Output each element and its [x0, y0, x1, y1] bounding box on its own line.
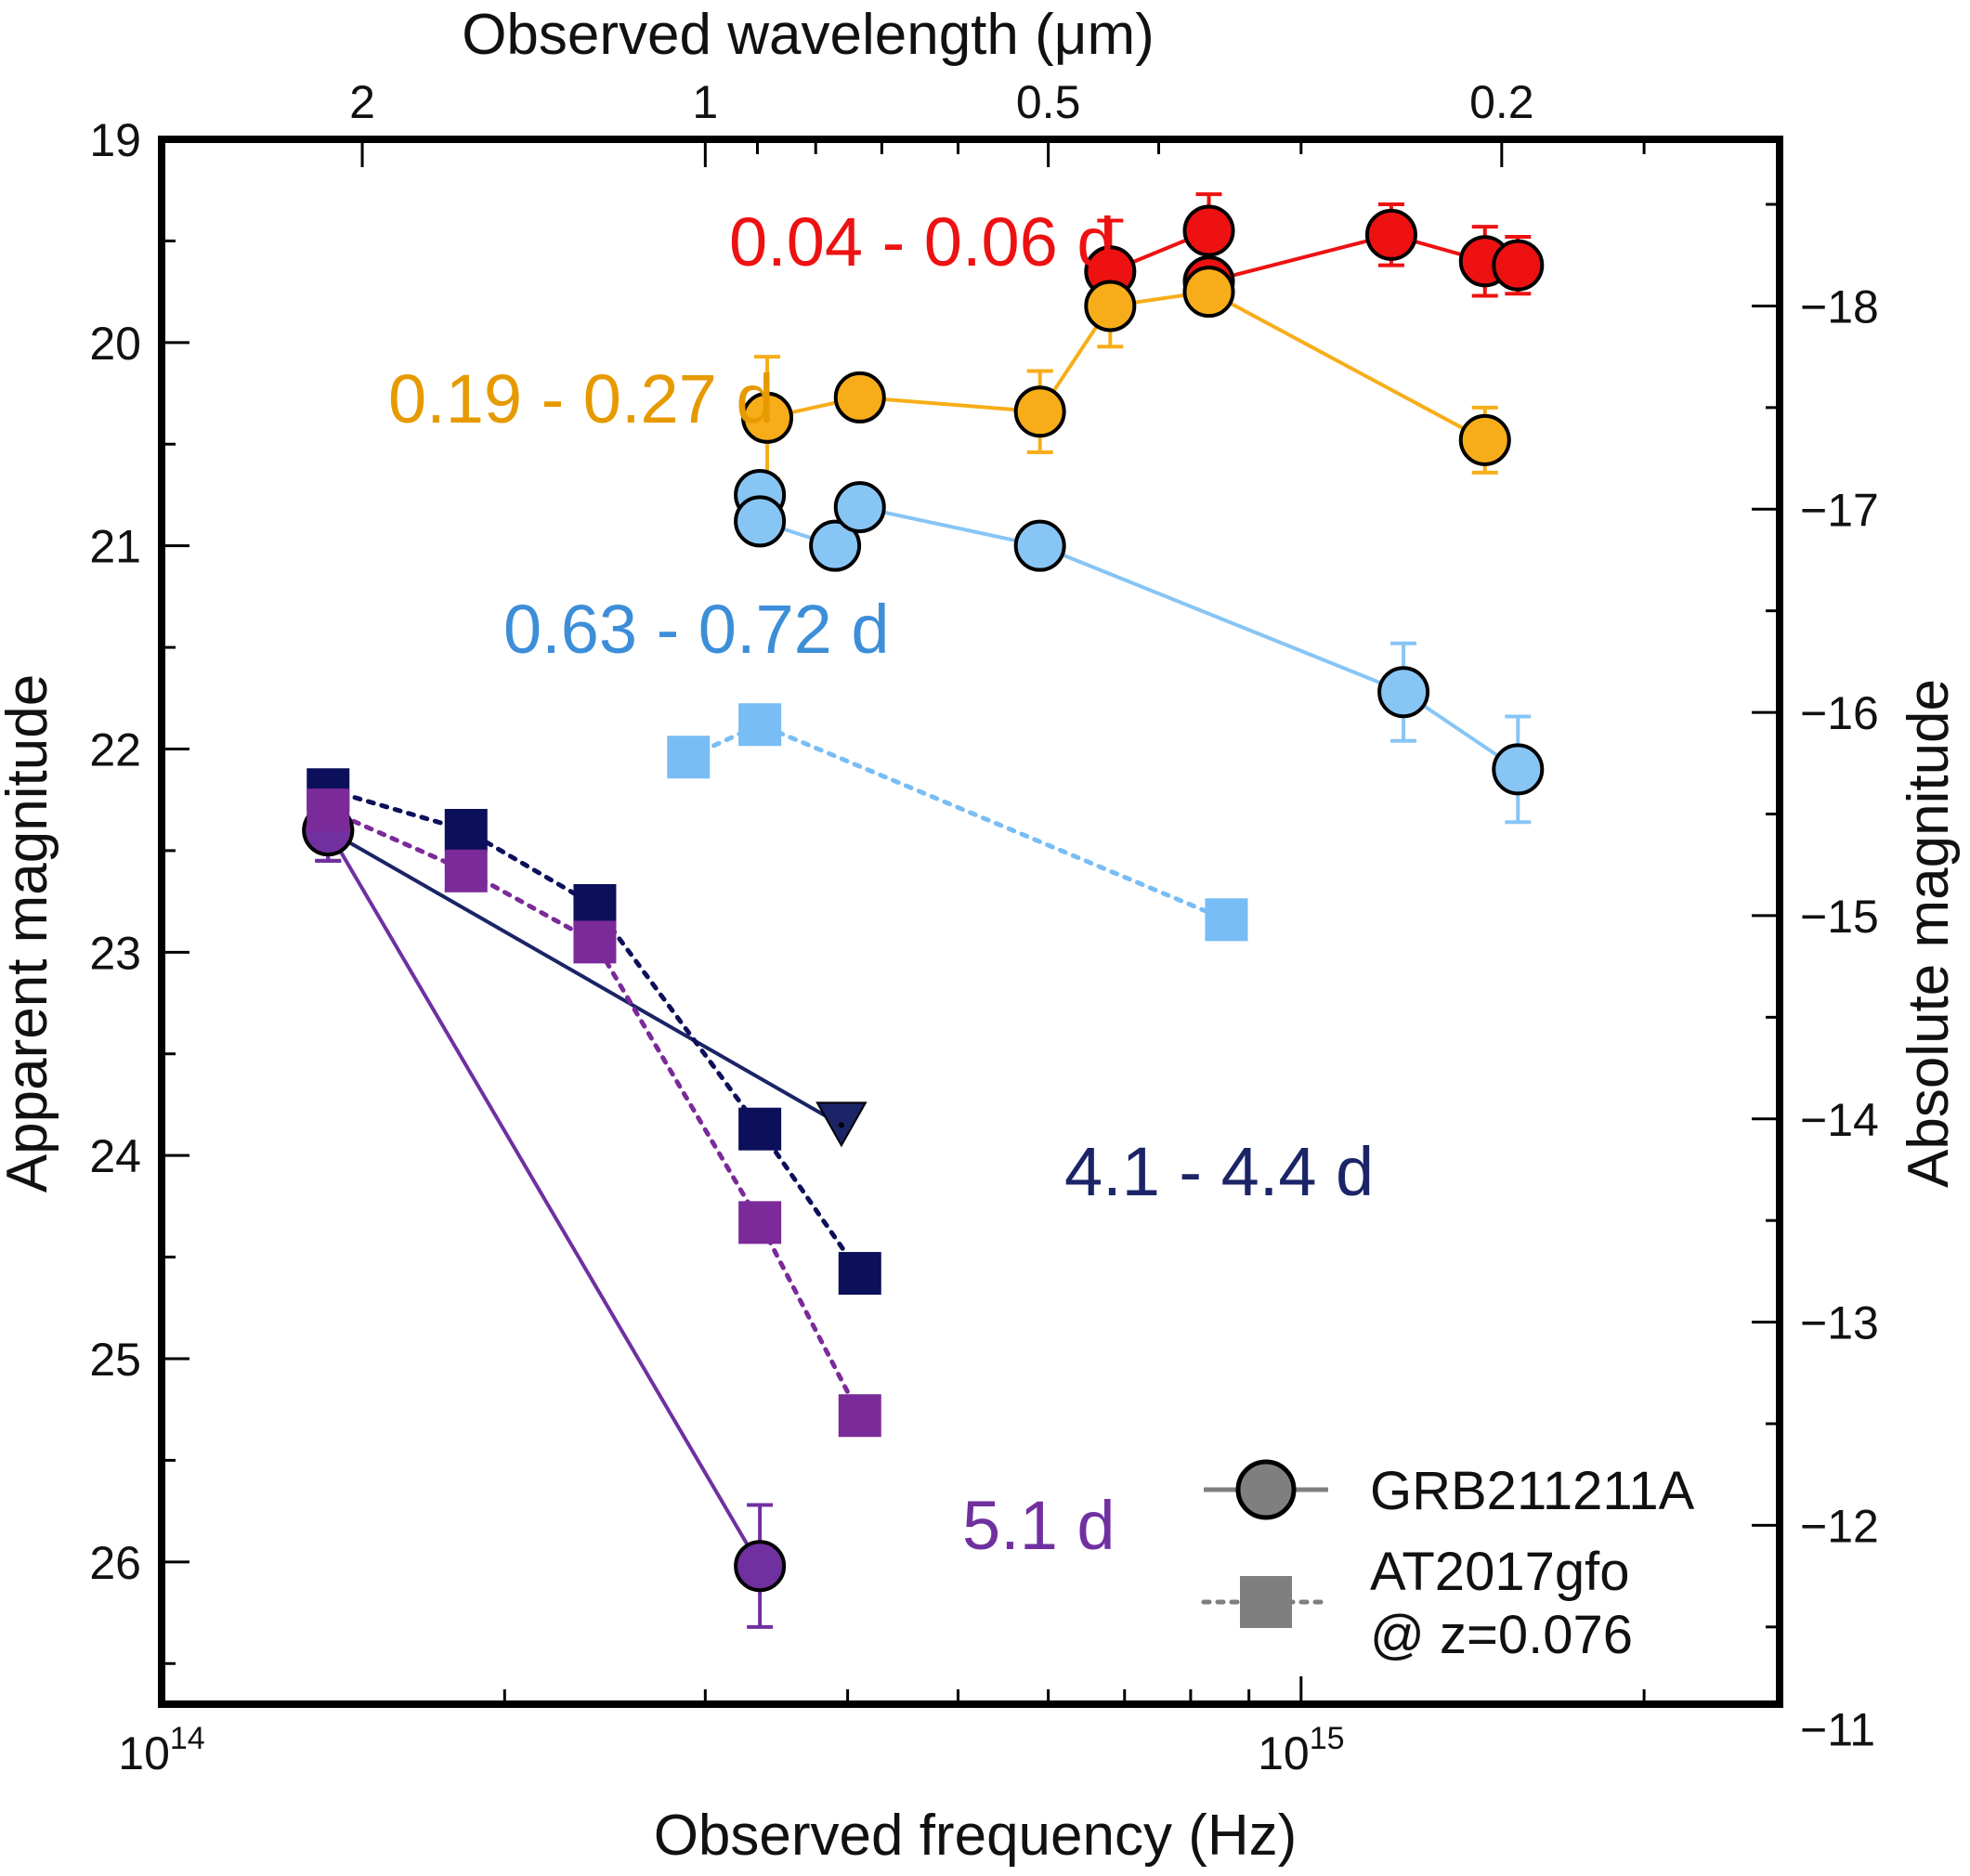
legend: GRB211211A AT2017gfo@ z=0.076	[1201, 1459, 1695, 1665]
circle-marker	[833, 371, 886, 423]
square-marker	[573, 920, 617, 964]
series-annotation: 0.19 - 0.27 d	[388, 360, 775, 437]
circle-marker	[1364, 208, 1417, 261]
top-tick-label: 2	[349, 76, 375, 128]
series-line	[325, 787, 863, 1276]
top-tick-label: 0.5	[1016, 76, 1081, 128]
y-tick-label: 24	[89, 1130, 141, 1182]
y2-tick-label: −18	[1800, 280, 1879, 332]
circle-marker	[1492, 239, 1545, 292]
y-tick-label: 20	[89, 318, 141, 370]
data-markers	[302, 204, 1545, 1593]
square-marker	[307, 788, 350, 832]
series-line	[326, 828, 843, 1127]
circle-marker	[1182, 204, 1235, 257]
y-tick-label: 23	[89, 927, 141, 979]
series-annotation: 5.1 d	[962, 1487, 1115, 1564]
square-marker	[738, 1107, 782, 1151]
y-tick-label: 21	[89, 521, 141, 573]
square-marker	[838, 1394, 881, 1438]
y-axis-title: Apparent magnitude	[0, 674, 59, 1192]
circle-marker	[1492, 743, 1545, 796]
circle-marker	[734, 495, 787, 548]
x-tick-label: 1015	[1258, 1721, 1344, 1779]
top-tick-label: 0.2	[1469, 76, 1534, 128]
square-marker	[738, 703, 782, 747]
circle-marker	[809, 519, 862, 572]
series-annotation: 4.1 - 4.4 d	[1064, 1133, 1374, 1210]
legend-label: AT2017gfo	[1370, 1542, 1629, 1602]
y2-tick-label: −15	[1800, 891, 1879, 943]
series-annotation: 0.04 - 0.06 d	[729, 203, 1115, 280]
series-annotation: 0.63 - 0.72 d	[503, 591, 890, 668]
x-axis-top-title: Observed wavelength (μm)	[462, 3, 1155, 67]
circle-marker	[833, 481, 886, 534]
legend-label: GRB211211A	[1370, 1461, 1695, 1521]
y2-tick-label: −17	[1800, 484, 1879, 536]
square-marker	[667, 736, 711, 779]
square-marker	[444, 849, 488, 892]
y-tick-label: 19	[89, 114, 141, 166]
x-tick-label: 1014	[118, 1721, 204, 1779]
square-marker	[1205, 898, 1248, 942]
plot-frame	[158, 136, 1783, 1708]
circle-marker	[1182, 266, 1235, 319]
x-tick-exponent: 14	[170, 1721, 205, 1756]
circle-marker	[734, 1540, 787, 1593]
legend-square-marker	[1240, 1576, 1292, 1628]
circle-marker	[1013, 519, 1066, 572]
y2-tick-label: −11	[1800, 1703, 1875, 1755]
x-axis-title: Observed frequency (Hz)	[654, 1804, 1298, 1868]
series-line	[326, 828, 763, 1569]
y-tick-label: 25	[89, 1334, 141, 1386]
y2-tick-label: −16	[1800, 687, 1879, 739]
y-axis-right-title: Absolute magnitude	[1897, 679, 1961, 1188]
circle-marker	[1013, 385, 1066, 438]
y2-tick-label: −14	[1800, 1094, 1879, 1146]
series-annotations: 0.04 - 0.06 d 0.19 - 0.27 d 0.63 - 0.72 d 4…	[388, 203, 1374, 1564]
x-tick-exponent: 15	[1310, 1721, 1345, 1756]
legend-label: @ z=0.076	[1370, 1605, 1633, 1665]
series-line	[1108, 228, 1520, 284]
circle-marker	[1458, 413, 1511, 466]
circle-marker	[741, 391, 794, 444]
square-marker	[573, 883, 617, 927]
square-marker	[444, 809, 488, 853]
y2-tick-label: −13	[1800, 1297, 1879, 1349]
circle-marker	[1377, 666, 1430, 719]
legend-circle-marker	[1235, 1459, 1297, 1520]
series-line	[685, 722, 1229, 922]
y-tick-label: 26	[89, 1537, 141, 1589]
upper-limit-dot	[838, 1122, 844, 1128]
square-marker	[838, 1252, 881, 1296]
circle-marker	[1084, 280, 1137, 332]
square-marker	[738, 1201, 782, 1244]
y-tick-label: 22	[89, 723, 141, 775]
top-tick-label: 1	[692, 76, 718, 128]
y2-tick-label: −12	[1800, 1500, 1879, 1552]
